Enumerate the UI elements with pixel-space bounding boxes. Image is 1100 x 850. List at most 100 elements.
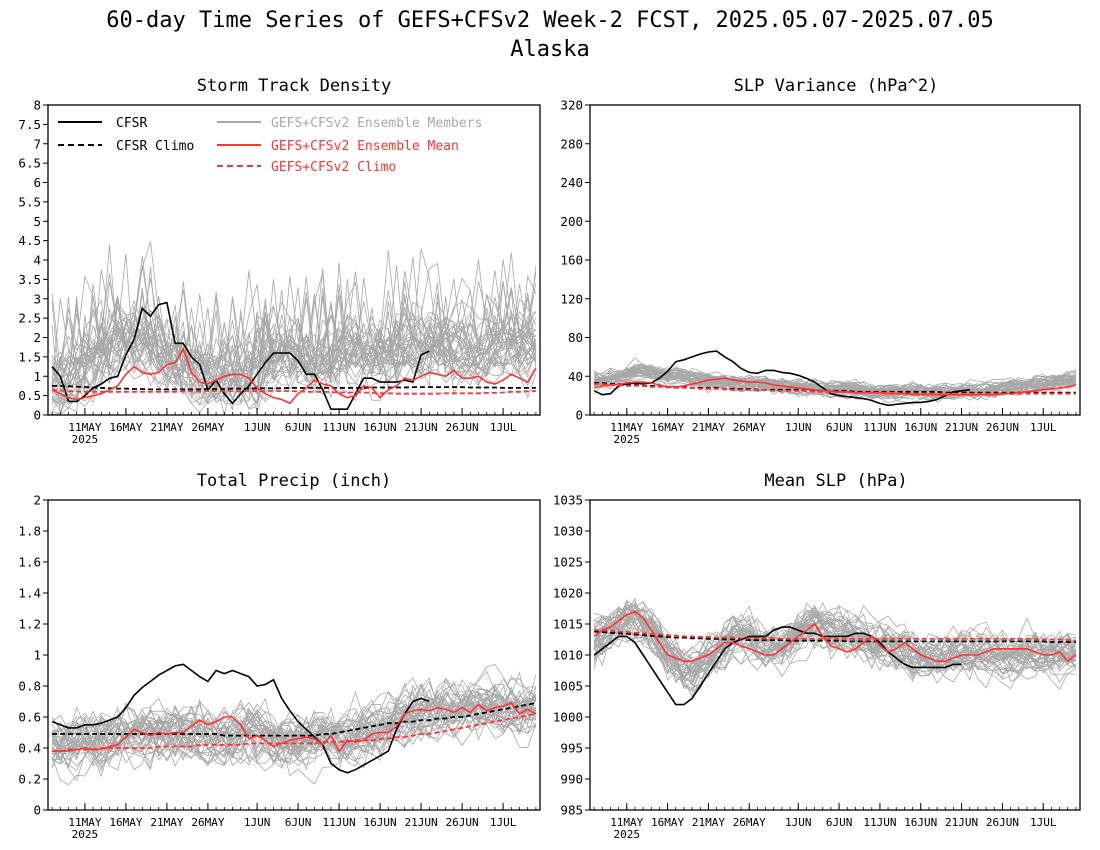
panel-title-meanslp: Mean SLP (hPa) [764, 471, 907, 491]
y-tick-label: 2.5 [18, 311, 41, 326]
y-tick-label: 4 [33, 253, 41, 268]
ensemble-member-line [51, 678, 536, 764]
x-year-label: 2025 [614, 433, 641, 446]
panel-storm-track-density: 0 0.5 1 1.5 2 2.5 3 3.5 4 4.5 5 5.5 6 6.5 7 7.5 8 11MAY 16… [18, 98, 541, 446]
series-line-cfsr-climo [52, 384, 536, 391]
y-tick-label: 2 [33, 330, 41, 345]
y-tick-label: 1005 [553, 679, 583, 694]
ensemble-member-line [51, 270, 537, 399]
y-tick-label: 320 [560, 98, 583, 113]
series-line-cfsr [51, 663, 430, 774]
y-tick-label: 6.5 [18, 156, 41, 171]
y-tick-label: 995 [560, 741, 583, 756]
legend-label-gefs-climo: GEFS+CFSv2 Climo [271, 160, 396, 175]
ensemble-member-line [593, 615, 1077, 684]
x-tick-label: 26JUN [986, 816, 1019, 829]
panel-title-storm: Storm Track Density [197, 76, 391, 96]
x-tick-label: 26JUN [446, 816, 479, 829]
x-tick-label: 11JUN [863, 421, 896, 434]
y-tick-label: 0.4 [18, 741, 41, 756]
y-tick-label: 3.5 [18, 272, 41, 287]
x-tick-label: 11JUN [323, 421, 356, 434]
ensemble-members [593, 357, 1077, 405]
x-tick-label: 1JUN [785, 816, 812, 829]
y-tick-label: 1015 [553, 617, 583, 632]
x-tick-label: 1JUL [1030, 816, 1057, 829]
panel-slp-variance: 0 40 80 120 160 200 240 280 320 11MAY 16MAY 21MAY 26… [560, 98, 1081, 446]
x-tick-label: 1JUL [490, 421, 517, 434]
panel-title-slpvar: SLP Variance (hPa^2) [734, 76, 939, 96]
series-line-ens-mean [593, 610, 1077, 663]
y-tick-label: 120 [560, 291, 583, 306]
x-tick-label: 16MAY [109, 816, 142, 829]
x-tick-label: 1JUL [1030, 421, 1057, 434]
y-tick-label: 1030 [553, 524, 583, 539]
x-tick-label: 16MAY [651, 421, 684, 434]
y-tick-label: 1010 [553, 648, 583, 663]
x-tick-label: 16JUN [364, 816, 397, 829]
x-tick-label: 26MAY [191, 816, 224, 829]
x-tick-label: 21JUN [945, 421, 978, 434]
y-tick-label: 1.6 [18, 555, 41, 570]
legend-label-cfsr-climo: CFSR Climo [116, 139, 194, 154]
series-line-ens-mean [51, 347, 537, 405]
series-line-gefs-climo [52, 713, 537, 752]
y-tick-label: 1.4 [18, 586, 41, 601]
legend-label-ens-mean: GEFS+CFSv2 Ensemble Mean [271, 139, 459, 154]
x-tick-label: 21MAY [692, 421, 725, 434]
panel-title-precip: Total Precip (inch) [197, 471, 391, 491]
x-tick-label: 16MAY [109, 421, 142, 434]
ensemble-member-line [593, 605, 1077, 681]
x-tick-label: 16JUN [904, 421, 937, 434]
x-tick-label: 11MAY [68, 421, 101, 434]
ensemble-member-line [593, 604, 1077, 681]
y-tick-label: 0.5 [18, 388, 41, 403]
x-tick-label: 21JUN [945, 816, 978, 829]
y-tick-label: 1020 [553, 586, 583, 601]
x-tick-label: 26MAY [733, 421, 766, 434]
ensemble-member-line [593, 601, 1077, 690]
x-tick-label: 16MAY [651, 816, 684, 829]
x-tick-label: 11MAY [610, 816, 643, 829]
x-tick-label: 21MAY [692, 816, 725, 829]
y-tick-label: 0.2 [18, 772, 41, 787]
y-tick-label: 2 [33, 493, 41, 508]
series-line-cfsr [593, 350, 970, 407]
x-tick-label: 26MAY [733, 816, 766, 829]
y-tick-label: 80 [568, 330, 583, 345]
x-tick-label: 11MAY [610, 421, 643, 434]
ensemble-member-line [593, 601, 1077, 682]
x-year-label: 2025 [72, 828, 99, 841]
y-tick-label: 40 [568, 369, 583, 384]
x-year-label: 2025 [72, 433, 99, 446]
y-tick-label: 1.2 [18, 617, 41, 632]
y-tick-label: 4.5 [18, 233, 41, 248]
x-tick-label: 21MAY [150, 816, 183, 829]
y-tick-label: 990 [560, 772, 583, 787]
legend-label-cfsr: CFSR [116, 116, 147, 131]
series-line-cfsr [593, 626, 962, 706]
y-tick-label: 3 [33, 291, 41, 306]
y-tick-label: 1.8 [18, 524, 41, 539]
y-tick-label: 240 [560, 175, 583, 190]
ensemble-member-line [593, 612, 1077, 676]
ensemble-member-line [594, 618, 1077, 674]
ensemble-member-line [594, 365, 1076, 397]
x-year-label: 2025 [614, 828, 641, 841]
ensemble-member-line [51, 259, 537, 410]
y-tick-label: 7 [33, 136, 41, 151]
ensemble-member-line [593, 606, 1076, 674]
x-tick-label: 11MAY [68, 816, 101, 829]
ensemble-member-line [51, 684, 537, 769]
y-tick-label: 985 [560, 803, 583, 818]
y-tick-label: 1 [33, 369, 41, 384]
y-tick-label: 6 [33, 175, 41, 190]
x-tick-label: 6JUN [826, 816, 853, 829]
x-tick-label: 26JUN [446, 421, 479, 434]
ensemble-member-line [51, 278, 536, 403]
y-tick-label: 1000 [553, 710, 583, 725]
series-line-cfsr-climo [594, 630, 1076, 643]
figure-region: Alaska [510, 37, 589, 62]
x-tick-label: 6JUN [285, 816, 312, 829]
ensemble-member-line [51, 271, 537, 402]
